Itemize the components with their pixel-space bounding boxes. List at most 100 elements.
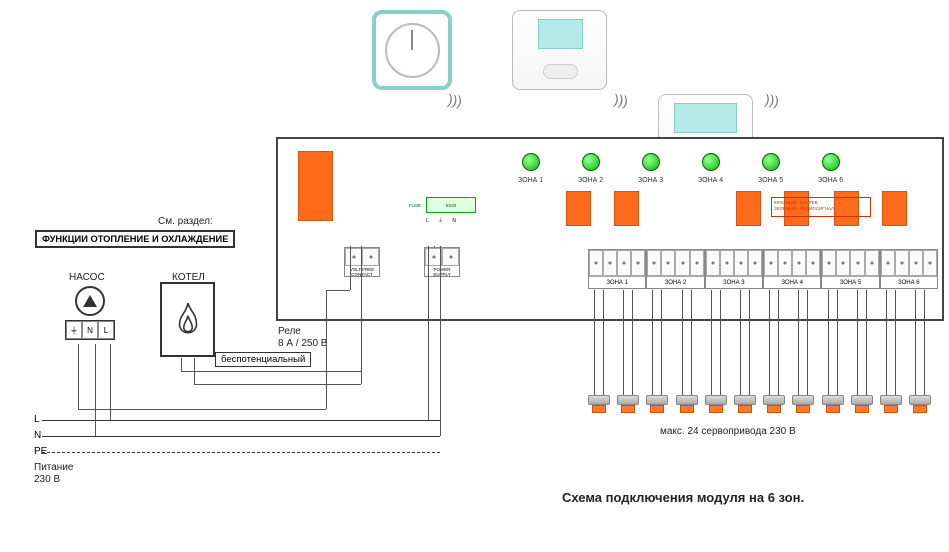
wire [661,290,662,395]
fuse-ln: L ⏚ N [426,217,460,224]
relay-label-1: Реле [278,326,301,337]
servo-drive [705,395,727,415]
zone-label: ЗОНА 6 [818,177,843,184]
bus-n-label: N [34,430,41,441]
dip-block [882,191,907,226]
radio-waves-icon: ))) [447,91,464,109]
dip-block [614,191,639,226]
wire [711,290,712,395]
wire [915,290,916,395]
relay-label-2: 8 А / 250 В [278,338,327,349]
screen-icon [674,103,737,133]
wire [837,290,838,395]
zone-label: ЗОНА 4 [698,177,723,184]
table-row: ЗОНА 3 [705,249,763,289]
zone-led-3 [642,153,660,171]
wire [691,290,692,395]
radio-waves-icon: ))) [764,91,781,109]
wire [194,384,361,385]
wire [740,290,741,395]
dip-block [566,191,591,226]
table-row: ЗОНА 4 [763,249,821,289]
wire [181,371,361,372]
pump-icon [75,286,105,316]
fuse: 5X20 [426,197,476,213]
wire [181,358,182,371]
pump-label: НАСОС [69,272,105,283]
bus-pe-line [42,452,440,453]
ref-functions-box: ФУНКЦИИ ОТОПЛЕНИЕ И ОХЛАЖДЕНИЕ [35,230,235,248]
wire [428,246,429,420]
servo-drive [734,395,756,415]
zone-led-4 [702,153,720,171]
wire [603,290,604,395]
relay-label-box: беспотенциальный [215,352,311,367]
zone-led-1 [522,153,540,171]
wire [895,290,896,395]
zone-led-6 [822,153,840,171]
supply-label-2: 230 В [34,474,60,485]
wire [720,290,721,395]
servo-drive [588,395,610,415]
table-row: ЗОНА 2 [646,249,704,289]
see-section-label: См. раздел: [158,216,213,227]
zone-label: ЗОНА 5 [758,177,783,184]
buttons-icon [543,64,578,79]
zone-label: ЗОНА 2 [578,177,603,184]
boiler-symbol [160,282,215,357]
bus-l-label: L [34,414,40,425]
servo-drive [792,395,814,415]
wire [326,290,327,409]
servo-drive [763,395,785,415]
servo-drive [909,395,931,415]
radio-waves-icon: ))) [613,91,630,109]
pump-symbol: ⏚ N L [60,286,120,340]
relay-block [298,151,333,221]
controller-panel: 5X20 L ⏚ N ЗОНА 1 ЗОНА 2 ЗОНА 3 ЗОНА 4 З… [276,137,944,321]
wire [886,290,887,395]
zone-terminal-strip: ЗОНА 1 ЗОНА 2 ЗОНА 3 ЗОНА 4 ЗОНА 5 ЗОНА … [588,249,938,289]
wire [632,290,633,395]
diagram-title: Схема подключения модуля на 6 зон. [562,490,804,505]
servo-label: макс. 24 сервопривода 230 В [660,426,796,437]
wire [95,344,96,436]
wire [652,290,653,395]
servo-drive [851,395,873,415]
terminal-label: POWERSUPPLY [425,266,459,276]
wire [798,290,799,395]
zone-led-5 [762,153,780,171]
servo-drive [676,395,698,415]
fuse-label: 5X20 [446,203,457,208]
terminal-power-supply: POWERSUPPLY [424,247,460,277]
zone-label: ЗОНА 1 [518,177,543,184]
thermostat-dial [372,10,452,90]
wire [749,290,750,395]
thermostat-digital-1 [512,10,607,90]
zone-led-2 [582,153,600,171]
servo-drive [822,395,844,415]
table-row: ЗОНА 6 [880,249,938,289]
zone-label: ЗОНА 3 [638,177,663,184]
wire [434,246,435,247]
wire [866,290,867,395]
flame-icon [175,303,201,337]
wire [326,290,350,291]
servo-drive [646,395,668,415]
dial-icon [385,23,440,78]
supply-label-1: Питание [34,462,73,473]
dip-block [736,191,761,226]
wire [78,409,326,410]
screen-icon [538,19,583,49]
wire [807,290,808,395]
wire [828,290,829,395]
wire [857,290,858,395]
wire [594,290,595,395]
legend-line: ЗЕЛЕНЫЙ - РАДИОСИГНАЛ [774,206,868,212]
table-row: ЗОНА 5 [821,249,879,289]
wire [623,290,624,395]
wire [778,290,779,395]
servo-drive [617,395,639,415]
servo-drive [880,395,902,415]
wire [682,290,683,395]
legend-box: КРАСНЫЙ - НАГРЕВ ЗЕЛЕНЫЙ - РАДИОСИГНАЛ [771,197,871,217]
